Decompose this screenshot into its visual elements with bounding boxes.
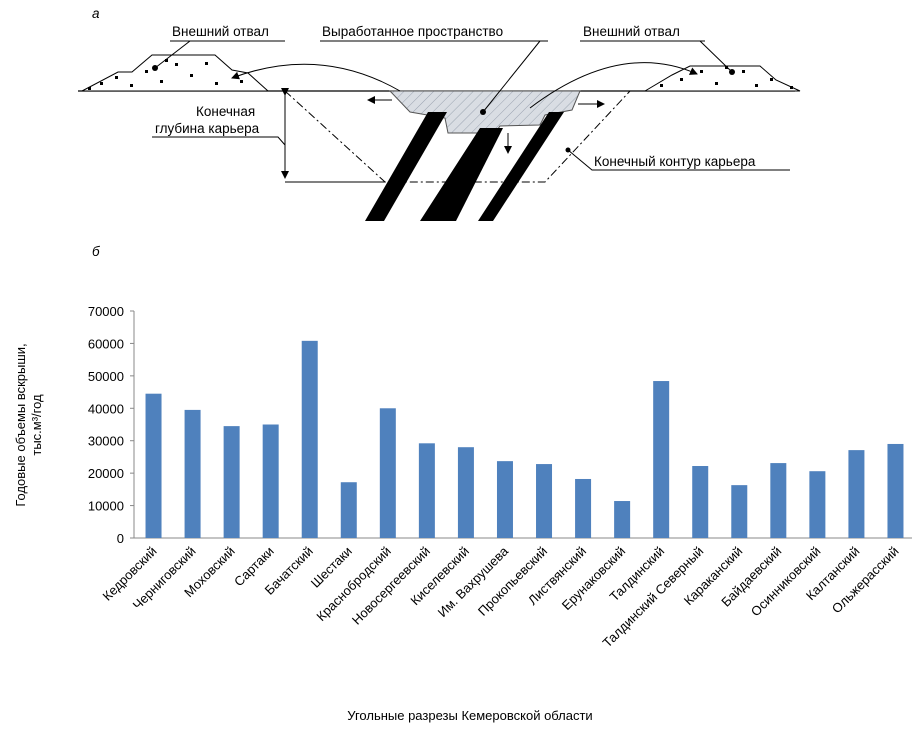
- x-tick-label: Прокопьевский: [475, 544, 550, 619]
- bar: [887, 444, 903, 538]
- bar: [302, 341, 318, 538]
- bar: [458, 447, 474, 538]
- bar: [341, 482, 357, 538]
- diagram-label: Внешний отвал: [583, 24, 680, 39]
- bar: [380, 408, 396, 538]
- bar: [497, 461, 513, 538]
- left-dump: [82, 55, 268, 91]
- y-axis-title: Годовые объемы вскрыши,: [13, 343, 28, 506]
- bar: [224, 426, 240, 538]
- bar: [692, 466, 708, 538]
- y-tick-label: 10000: [88, 499, 124, 514]
- bar: [263, 425, 279, 539]
- x-axis-title: Угольные разрезы Кемеровской области: [347, 708, 592, 723]
- bar: [185, 410, 201, 538]
- right-dump: [645, 66, 800, 91]
- y-tick-label: 30000: [88, 434, 124, 449]
- bar: [809, 471, 825, 538]
- x-tick-label: Осинниковский: [748, 544, 824, 620]
- bar: [536, 464, 552, 538]
- diagram-label: Конечная: [196, 104, 255, 119]
- diagram-label: Конечный контур карьера: [594, 154, 756, 169]
- bar: [770, 463, 786, 538]
- y-tick-label: 60000: [88, 336, 124, 351]
- y-axis-title: тыс.м³/год: [29, 394, 44, 456]
- leader: [152, 137, 285, 145]
- y-tick-label: 70000: [88, 304, 124, 319]
- bar: [575, 479, 591, 538]
- page: а Внешний отвал Выработанное пространств…: [0, 0, 912, 727]
- diagram-label: Выработанное пространство: [322, 24, 503, 39]
- figure: а Внешний отвал Выработанное пространств…: [0, 0, 912, 727]
- y-tick-label: 50000: [88, 369, 124, 384]
- diagram-label: Внешний отвал: [172, 24, 269, 39]
- diagram-label: глубина карьера: [155, 121, 260, 136]
- bar: [146, 394, 162, 538]
- bar: [653, 381, 669, 538]
- bar: [848, 450, 864, 538]
- y-tick-label: 40000: [88, 401, 124, 416]
- bar: [419, 443, 435, 538]
- bar: [731, 485, 747, 538]
- y-tick-label: 0: [117, 531, 124, 546]
- bar: [614, 501, 630, 538]
- panel-label: б: [92, 244, 100, 259]
- panel-label: а: [92, 6, 100, 21]
- x-tick-label: Им. Вахрушева: [435, 543, 512, 620]
- y-tick-label: 20000: [88, 466, 124, 481]
